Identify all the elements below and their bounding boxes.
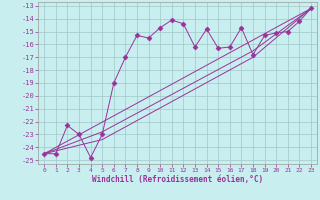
X-axis label: Windchill (Refroidissement éolien,°C): Windchill (Refroidissement éolien,°C) — [92, 175, 263, 184]
